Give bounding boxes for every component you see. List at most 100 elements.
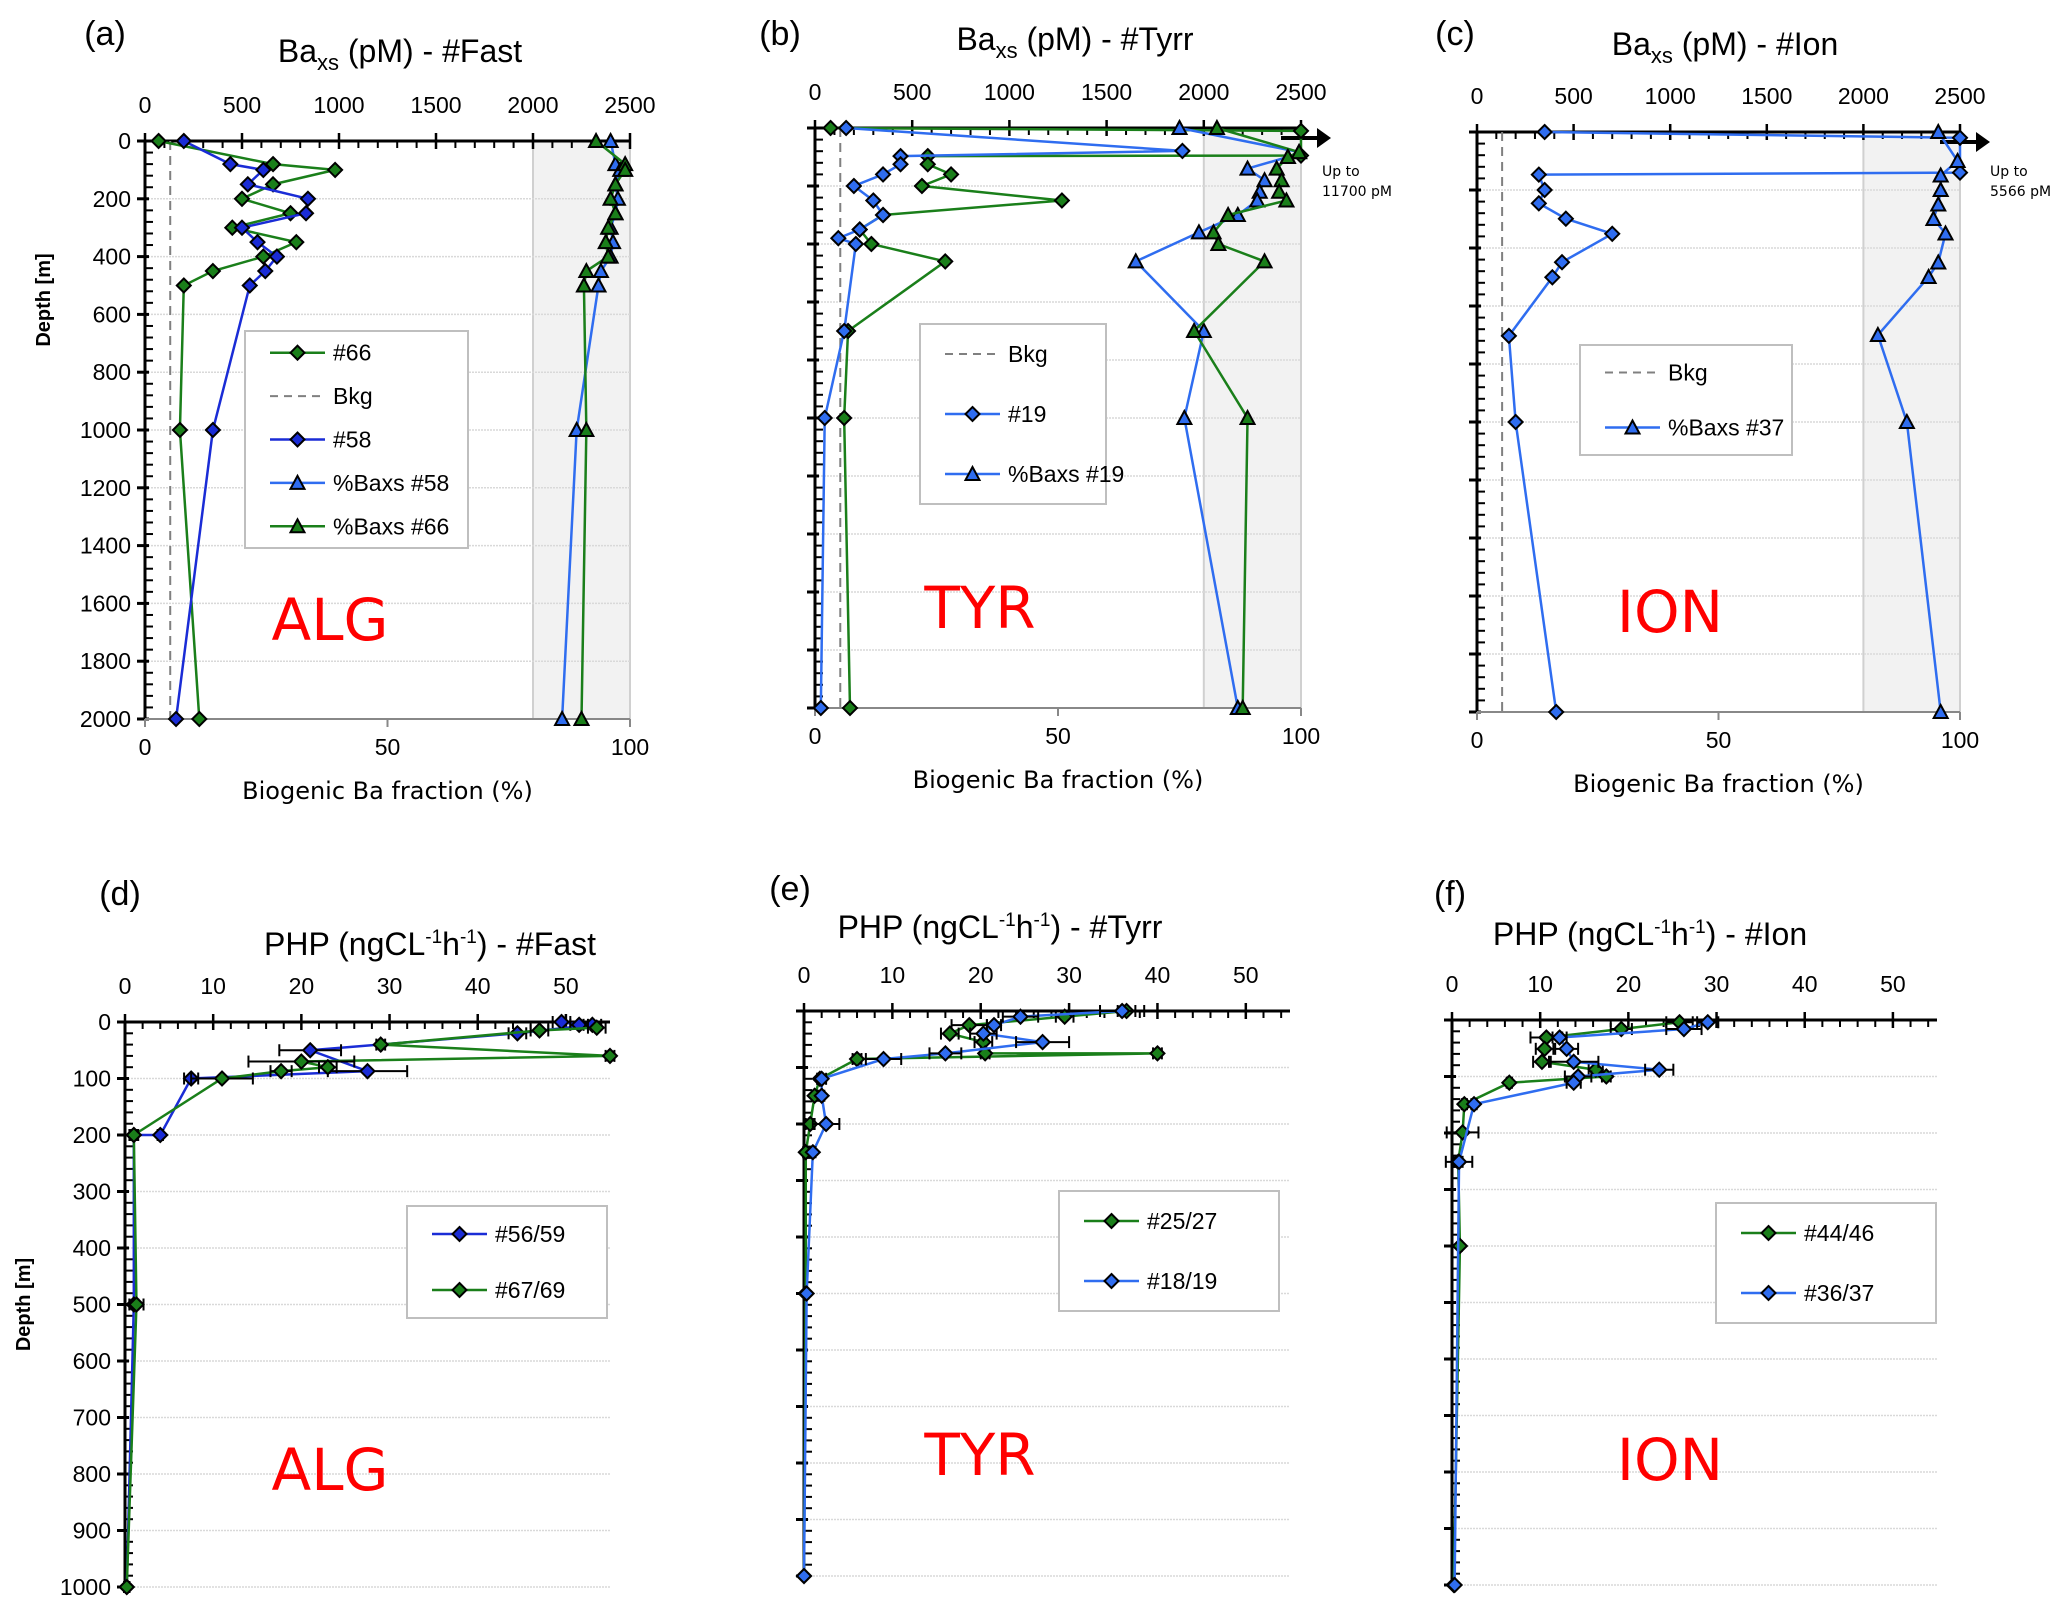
data-point: [118, 1578, 136, 1596]
data-point: [599, 218, 617, 235]
data-point: [599, 247, 617, 264]
data-point: [175, 132, 193, 150]
data-point: [616, 160, 634, 177]
legend-label: #36/37: [1804, 1280, 1874, 1306]
top-tick-label: 1000: [313, 92, 364, 118]
top-tick-label: 1500: [1741, 83, 1792, 109]
data-point: [531, 1022, 548, 1039]
data-point: [249, 233, 266, 251]
y-tick-label: 800: [93, 359, 131, 385]
legend-label: #67/69: [495, 1277, 565, 1303]
data-point: [874, 206, 892, 224]
data-point: [1238, 159, 1257, 176]
data-point: [1465, 1095, 1483, 1113]
bottom-tick-label: 0: [809, 723, 822, 749]
y-tick-label: 1600: [80, 590, 131, 616]
y-axis-label: Depth [m]: [13, 1258, 35, 1351]
data-point: [254, 248, 272, 266]
top-tick-label: 50: [1880, 971, 1906, 997]
panel-d: (d)PHP (ngCL-1h-1) - #Fast01002003004005…: [13, 875, 619, 1600]
data-point: [1190, 223, 1208, 240]
top-tick-label: 1500: [1081, 79, 1132, 105]
title-subscript: xs: [996, 38, 1018, 63]
data-point: [297, 204, 315, 222]
data-point: [287, 233, 305, 251]
top-tick-label: 0: [1471, 83, 1484, 109]
legend-item: %Baxs #37: [1605, 415, 1784, 441]
title-rest: ) - #Tyrr: [1050, 909, 1162, 945]
data-point: [589, 276, 608, 293]
legend-label: #44/46: [1804, 1220, 1874, 1246]
title-superscript: -1: [1654, 917, 1671, 938]
region-label: TYR: [923, 1421, 1035, 1489]
title-superscript: -1: [1689, 917, 1706, 938]
off-scale-note: 11700 pM: [1322, 184, 1392, 200]
data-point: [1929, 253, 1947, 270]
data-point: [587, 131, 605, 148]
arrow-head-icon: [1317, 128, 1331, 148]
data-point: [167, 710, 185, 728]
legend-label: #18/19: [1147, 1268, 1217, 1294]
region-label: ALG: [272, 1436, 389, 1504]
legend-marker: [288, 517, 307, 534]
legend-label: %Baxs #19: [1008, 461, 1124, 487]
top-tick-label: 10: [1527, 971, 1553, 997]
data-point: [254, 161, 272, 179]
legend-label: %Baxs #58: [333, 470, 449, 496]
legend-item: %Baxs #66: [270, 513, 449, 539]
data-point: [1034, 1033, 1051, 1051]
legend-box: [1579, 344, 1793, 456]
data-point: [204, 262, 222, 280]
legend-item: #67/69: [432, 1277, 565, 1303]
bottom-tick-label: 100: [611, 734, 649, 760]
title-superscript: -1: [1034, 910, 1051, 931]
legend-marker: [289, 344, 306, 362]
data-point: [816, 409, 834, 427]
data-point: [1219, 205, 1237, 222]
data-point: [1113, 1002, 1131, 1020]
data-point: [875, 1050, 892, 1068]
data-point: [221, 155, 239, 173]
top-tick-label: 30: [1704, 971, 1730, 997]
data-point: [292, 1053, 310, 1070]
data-point: [299, 190, 317, 208]
arrow-head-icon: [1976, 132, 1990, 152]
data-point: [553, 709, 571, 726]
data-point: [301, 1041, 319, 1059]
data-point: [1565, 1074, 1583, 1092]
data-point: [864, 192, 882, 209]
data-point: [1268, 159, 1286, 176]
panel-label: (a): [84, 15, 126, 53]
y-tick-label: 900: [73, 1518, 111, 1544]
data-point: [798, 1285, 816, 1302]
legend-label: %Baxs #37: [1668, 415, 1784, 441]
legend-item: #25/27: [1084, 1208, 1217, 1234]
data-point: [268, 248, 286, 266]
data-point: [1551, 1029, 1568, 1046]
top-tick-label: 2000: [507, 92, 558, 118]
data-point: [1603, 225, 1621, 243]
series-line: [1453, 1021, 1709, 1586]
title-main: Ba: [278, 33, 317, 69]
top-tick-label: 10: [880, 962, 906, 988]
legend-marker: [451, 1281, 468, 1299]
data-point: [239, 175, 257, 193]
series--baxs-green-: [1185, 118, 1308, 715]
bottom-tick-label: 50: [1045, 723, 1071, 749]
panel-c: (c) Baxs (pM) - #Ion 0 500 1000 1500 2000 2500 0…: [1435, 15, 2051, 798]
top-tick-label: 1000: [984, 79, 1035, 105]
data-point: [1185, 321, 1203, 338]
data-point: [1543, 268, 1561, 286]
data-point: [835, 409, 853, 427]
data-point: [845, 177, 863, 195]
data-point: [1272, 171, 1291, 188]
data-point: [795, 1567, 813, 1585]
data-point: [874, 165, 892, 183]
legend-marker: [1760, 1224, 1777, 1242]
panel-label: (c): [1435, 15, 1475, 53]
data-point: [592, 261, 610, 279]
data-point: [1290, 142, 1308, 160]
y-tick-label: 400: [93, 244, 131, 270]
data-point: [577, 261, 596, 279]
